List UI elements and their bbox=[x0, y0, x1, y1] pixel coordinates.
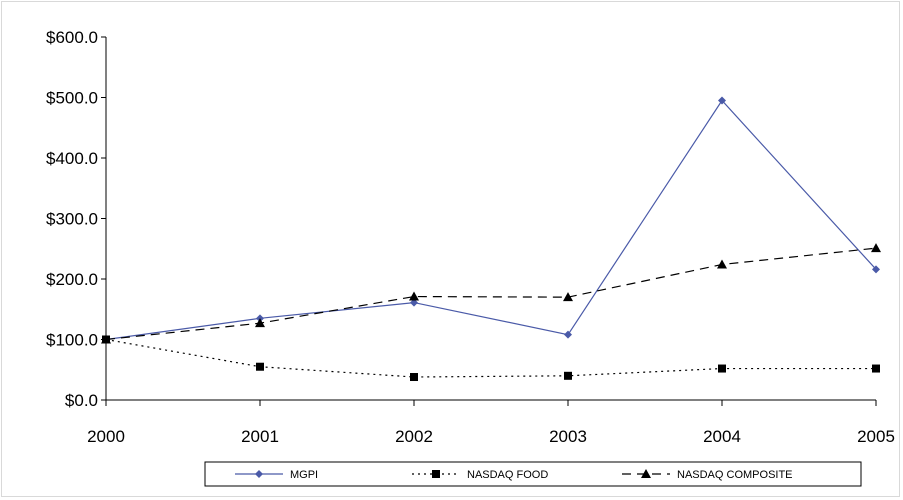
legend-label: MGPI bbox=[290, 469, 318, 481]
data-point-triangle bbox=[717, 259, 727, 269]
data-point-triangle bbox=[255, 318, 265, 328]
data-point-square bbox=[432, 470, 440, 478]
data-point-diamond bbox=[564, 330, 572, 339]
data-point-triangle bbox=[409, 291, 419, 301]
legend: MGPI NASDAQ FOOD NASDAQ COMPOSITE bbox=[204, 461, 862, 487]
data-point-square bbox=[718, 364, 726, 373]
legend-label: NASDAQ COMPOSITE bbox=[677, 469, 793, 481]
data-point-square bbox=[256, 362, 264, 371]
series-line bbox=[105, 247, 877, 341]
data-point-triangle bbox=[101, 334, 111, 344]
data-point-triangle bbox=[563, 292, 573, 302]
legend-label: NASDAQ FOOD bbox=[467, 469, 548, 481]
y-tick-label: $100.0 bbox=[46, 331, 98, 350]
legend-box bbox=[204, 461, 862, 487]
x-tick-label: 2000 bbox=[87, 427, 125, 446]
data-point-square bbox=[872, 364, 880, 373]
x-tick-label: 2003 bbox=[549, 427, 587, 446]
data-point-diamond bbox=[255, 470, 263, 478]
data-point-triangle bbox=[641, 469, 651, 478]
y-tick-label: $200.0 bbox=[46, 270, 98, 289]
data-point-square bbox=[564, 371, 572, 380]
series-nasdaq-composite bbox=[101, 243, 881, 344]
series-mgpi bbox=[102, 96, 880, 344]
series-line bbox=[105, 99, 877, 341]
x-tick-label: 2001 bbox=[241, 427, 279, 446]
x-tick-label: 2005 bbox=[857, 427, 895, 446]
series-nasdaq-food bbox=[102, 335, 880, 382]
data-point-triangle bbox=[871, 243, 881, 253]
y-tick-label: $600.0 bbox=[46, 28, 98, 47]
y-tick-label: $0.0 bbox=[65, 391, 98, 410]
data-point-diamond bbox=[872, 265, 880, 274]
y-tick-label: $400.0 bbox=[46, 149, 98, 168]
data-point-square bbox=[410, 373, 418, 382]
x-tick-label: 2002 bbox=[395, 427, 433, 446]
data-point-diamond bbox=[718, 96, 726, 105]
data-point-diamond bbox=[410, 298, 418, 307]
y-tick-label: $300.0 bbox=[46, 210, 98, 229]
series-line bbox=[105, 338, 876, 378]
y-tick-label: $500.0 bbox=[46, 89, 98, 108]
x-tick-label: 2004 bbox=[703, 427, 741, 446]
